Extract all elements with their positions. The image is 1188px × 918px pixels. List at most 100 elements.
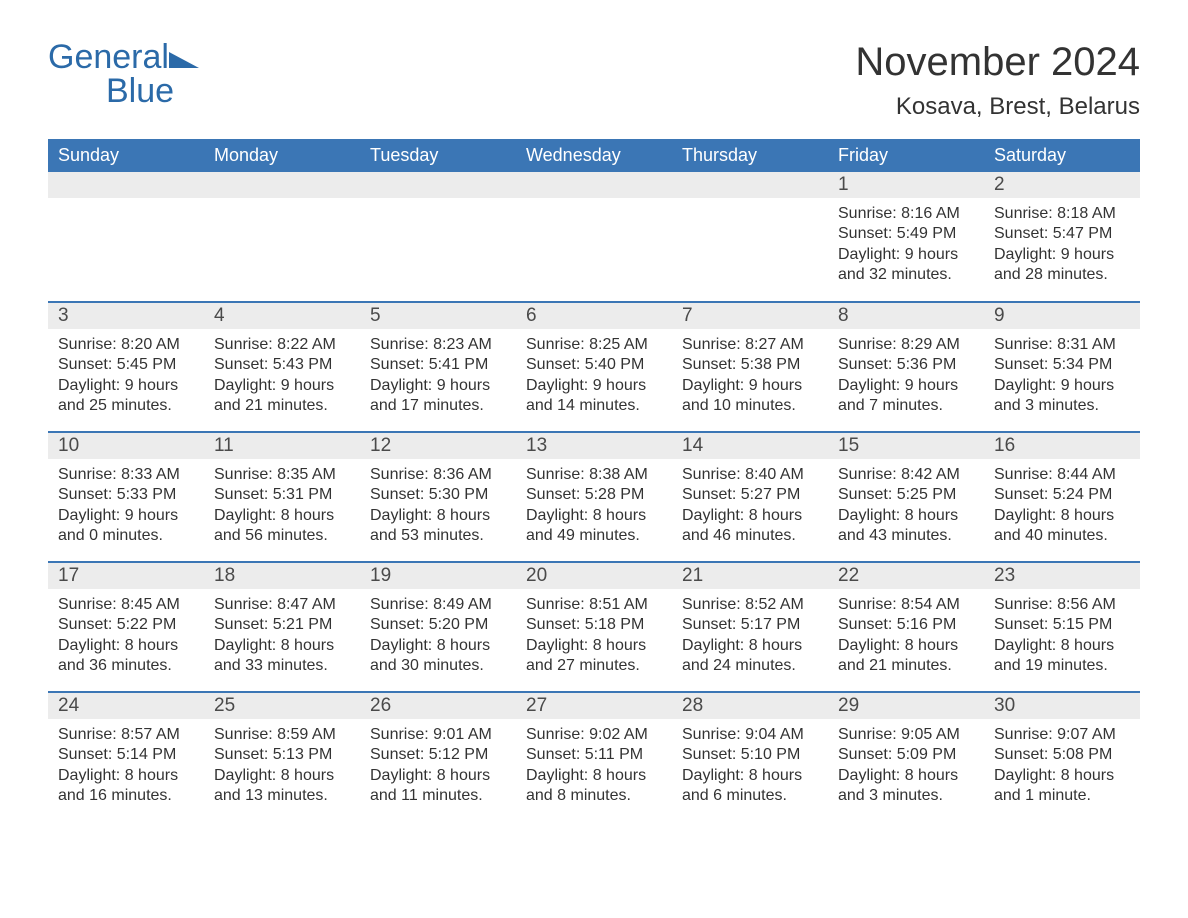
day-sunrise: Sunrise: 9:02 AM	[526, 725, 662, 745]
day-details: Sunrise: 8:59 AMSunset: 5:13 PMDaylight:…	[204, 719, 360, 809]
day-daylight1: Daylight: 8 hours	[526, 766, 662, 786]
calendar-day-cell: 26Sunrise: 9:01 AMSunset: 5:12 PMDayligh…	[360, 692, 516, 822]
calendar-day-cell: 6Sunrise: 8:25 AMSunset: 5:40 PMDaylight…	[516, 302, 672, 432]
day-sunrise: Sunrise: 8:29 AM	[838, 335, 974, 355]
day-sunrise: Sunrise: 8:44 AM	[994, 465, 1130, 485]
day-daylight2: and 32 minutes.	[838, 265, 974, 285]
day-details: Sunrise: 8:42 AMSunset: 5:25 PMDaylight:…	[828, 459, 984, 549]
day-daylight2: and 10 minutes.	[682, 396, 818, 416]
day-daylight2: and 25 minutes.	[58, 396, 194, 416]
day-daylight1: Daylight: 8 hours	[994, 766, 1130, 786]
day-daylight1: Daylight: 8 hours	[370, 766, 506, 786]
day-sunset: Sunset: 5:16 PM	[838, 615, 974, 635]
day-details: Sunrise: 8:27 AMSunset: 5:38 PMDaylight:…	[672, 329, 828, 419]
day-sunset: Sunset: 5:28 PM	[526, 485, 662, 505]
calendar-week-row: 10Sunrise: 8:33 AMSunset: 5:33 PMDayligh…	[48, 432, 1140, 562]
calendar-day-cell: 10Sunrise: 8:33 AMSunset: 5:33 PMDayligh…	[48, 432, 204, 562]
day-details: Sunrise: 8:25 AMSunset: 5:40 PMDaylight:…	[516, 329, 672, 419]
day-daylight1: Daylight: 9 hours	[838, 245, 974, 265]
day-daylight1: Daylight: 8 hours	[58, 766, 194, 786]
day-sunset: Sunset: 5:13 PM	[214, 745, 350, 765]
calendar-day-cell: 25Sunrise: 8:59 AMSunset: 5:13 PMDayligh…	[204, 692, 360, 822]
day-daylight1: Daylight: 8 hours	[214, 506, 350, 526]
brand-part2: Blue	[48, 74, 199, 108]
day-number: 25	[204, 693, 360, 719]
day-details: Sunrise: 9:07 AMSunset: 5:08 PMDaylight:…	[984, 719, 1140, 809]
calendar-day-cell: 19Sunrise: 8:49 AMSunset: 5:20 PMDayligh…	[360, 562, 516, 692]
day-sunrise: Sunrise: 8:45 AM	[58, 595, 194, 615]
day-daylight2: and 28 minutes.	[994, 265, 1130, 285]
day-sunset: Sunset: 5:22 PM	[58, 615, 194, 635]
day-sunset: Sunset: 5:27 PM	[682, 485, 818, 505]
day-daylight1: Daylight: 8 hours	[682, 636, 818, 656]
day-number: 19	[360, 563, 516, 589]
calendar-day-cell: 29Sunrise: 9:05 AMSunset: 5:09 PMDayligh…	[828, 692, 984, 822]
day-sunset: Sunset: 5:43 PM	[214, 355, 350, 375]
day-sunset: Sunset: 5:24 PM	[994, 485, 1130, 505]
day-details: Sunrise: 8:18 AMSunset: 5:47 PMDaylight:…	[984, 198, 1140, 288]
day-number: 2	[984, 172, 1140, 198]
brand-logo: General Blue	[48, 40, 199, 108]
day-number: 20	[516, 563, 672, 589]
day-details: Sunrise: 9:01 AMSunset: 5:12 PMDaylight:…	[360, 719, 516, 809]
calendar-day-cell: 27Sunrise: 9:02 AMSunset: 5:11 PMDayligh…	[516, 692, 672, 822]
day-details: Sunrise: 8:49 AMSunset: 5:20 PMDaylight:…	[360, 589, 516, 679]
calendar-day-cell: 9Sunrise: 8:31 AMSunset: 5:34 PMDaylight…	[984, 302, 1140, 432]
day-number	[360, 172, 516, 198]
day-daylight1: Daylight: 8 hours	[994, 506, 1130, 526]
day-daylight2: and 11 minutes.	[370, 786, 506, 806]
day-details: Sunrise: 8:22 AMSunset: 5:43 PMDaylight:…	[204, 329, 360, 419]
weekday-header: Wednesday	[516, 139, 672, 172]
day-sunrise: Sunrise: 8:57 AM	[58, 725, 194, 745]
day-daylight1: Daylight: 8 hours	[214, 766, 350, 786]
calendar-day-cell: 13Sunrise: 8:38 AMSunset: 5:28 PMDayligh…	[516, 432, 672, 562]
day-number: 4	[204, 303, 360, 329]
day-sunset: Sunset: 5:25 PM	[838, 485, 974, 505]
day-sunrise: Sunrise: 8:38 AM	[526, 465, 662, 485]
day-number: 1	[828, 172, 984, 198]
day-daylight1: Daylight: 9 hours	[214, 376, 350, 396]
day-daylight1: Daylight: 8 hours	[994, 636, 1130, 656]
calendar-day-cell: 30Sunrise: 9:07 AMSunset: 5:08 PMDayligh…	[984, 692, 1140, 822]
weekday-header: Friday	[828, 139, 984, 172]
calendar-week-row: 24Sunrise: 8:57 AMSunset: 5:14 PMDayligh…	[48, 692, 1140, 822]
day-daylight2: and 56 minutes.	[214, 526, 350, 546]
day-details: Sunrise: 8:52 AMSunset: 5:17 PMDaylight:…	[672, 589, 828, 679]
day-daylight2: and 24 minutes.	[682, 656, 818, 676]
weekday-header: Monday	[204, 139, 360, 172]
day-number: 10	[48, 433, 204, 459]
day-number: 13	[516, 433, 672, 459]
day-sunrise: Sunrise: 8:52 AM	[682, 595, 818, 615]
calendar-day-cell: 15Sunrise: 8:42 AMSunset: 5:25 PMDayligh…	[828, 432, 984, 562]
day-number: 17	[48, 563, 204, 589]
day-sunrise: Sunrise: 8:49 AM	[370, 595, 506, 615]
day-sunrise: Sunrise: 8:47 AM	[214, 595, 350, 615]
day-sunset: Sunset: 5:11 PM	[526, 745, 662, 765]
calendar-day-cell: 21Sunrise: 8:52 AMSunset: 5:17 PMDayligh…	[672, 562, 828, 692]
calendar-week-row: 3Sunrise: 8:20 AMSunset: 5:45 PMDaylight…	[48, 302, 1140, 432]
day-daylight2: and 1 minute.	[994, 786, 1130, 806]
day-number: 3	[48, 303, 204, 329]
day-daylight1: Daylight: 8 hours	[58, 636, 194, 656]
day-sunset: Sunset: 5:38 PM	[682, 355, 818, 375]
day-sunrise: Sunrise: 8:36 AM	[370, 465, 506, 485]
day-daylight2: and 17 minutes.	[370, 396, 506, 416]
day-details: Sunrise: 8:31 AMSunset: 5:34 PMDaylight:…	[984, 329, 1140, 419]
day-number: 16	[984, 433, 1140, 459]
day-details: Sunrise: 9:04 AMSunset: 5:10 PMDaylight:…	[672, 719, 828, 809]
page-header: General Blue November 2024 Kosava, Brest…	[48, 40, 1140, 121]
calendar-day-cell: 20Sunrise: 8:51 AMSunset: 5:18 PMDayligh…	[516, 562, 672, 692]
day-daylight1: Daylight: 9 hours	[682, 376, 818, 396]
day-sunset: Sunset: 5:09 PM	[838, 745, 974, 765]
day-daylight1: Daylight: 9 hours	[994, 376, 1130, 396]
day-daylight2: and 7 minutes.	[838, 396, 974, 416]
day-sunset: Sunset: 5:21 PM	[214, 615, 350, 635]
weekday-header: Tuesday	[360, 139, 516, 172]
day-sunrise: Sunrise: 8:18 AM	[994, 204, 1130, 224]
day-daylight2: and 40 minutes.	[994, 526, 1130, 546]
calendar-day-cell: 2Sunrise: 8:18 AMSunset: 5:47 PMDaylight…	[984, 172, 1140, 302]
day-sunrise: Sunrise: 9:05 AM	[838, 725, 974, 745]
day-sunrise: Sunrise: 9:07 AM	[994, 725, 1130, 745]
day-daylight2: and 49 minutes.	[526, 526, 662, 546]
day-sunrise: Sunrise: 8:27 AM	[682, 335, 818, 355]
